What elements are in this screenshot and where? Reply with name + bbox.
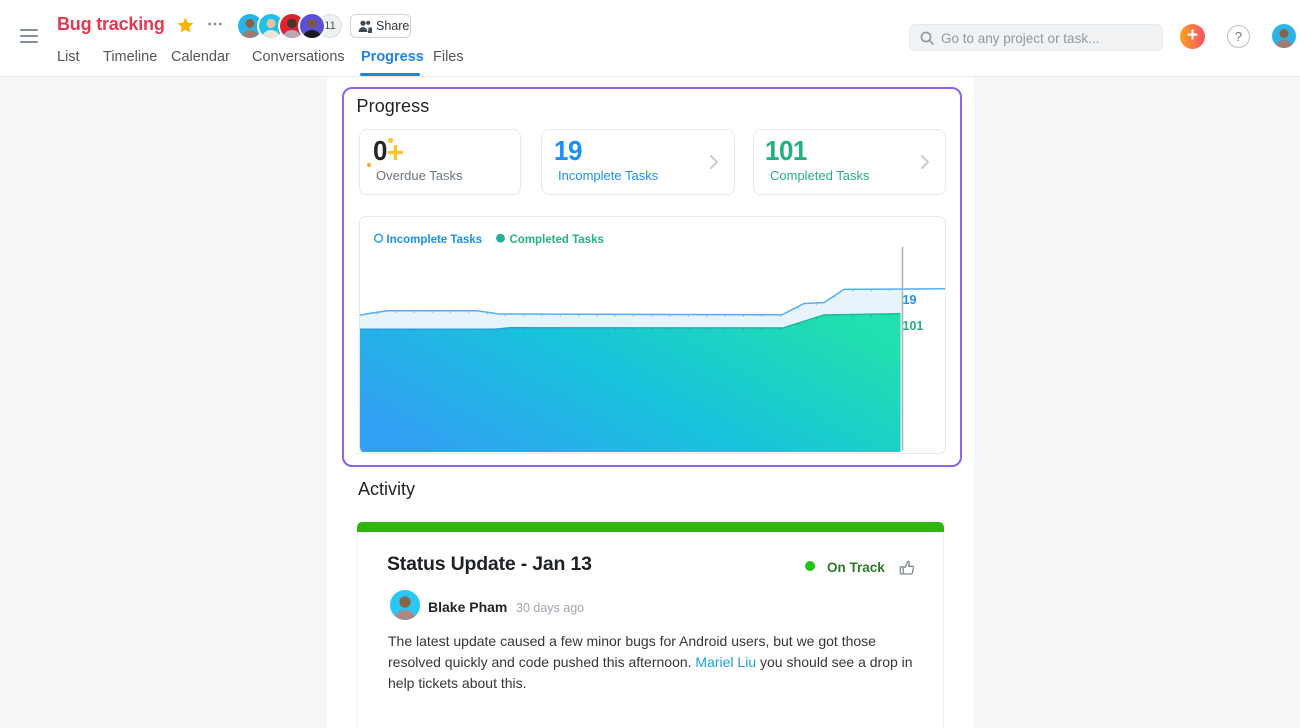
svg-text:101: 101 — [903, 319, 924, 333]
svg-text:19: 19 — [903, 293, 917, 307]
svg-text:Incomplete Tasks: Incomplete Tasks — [387, 234, 483, 246]
svg-text:Completed Tasks: Completed Tasks — [510, 234, 604, 246]
